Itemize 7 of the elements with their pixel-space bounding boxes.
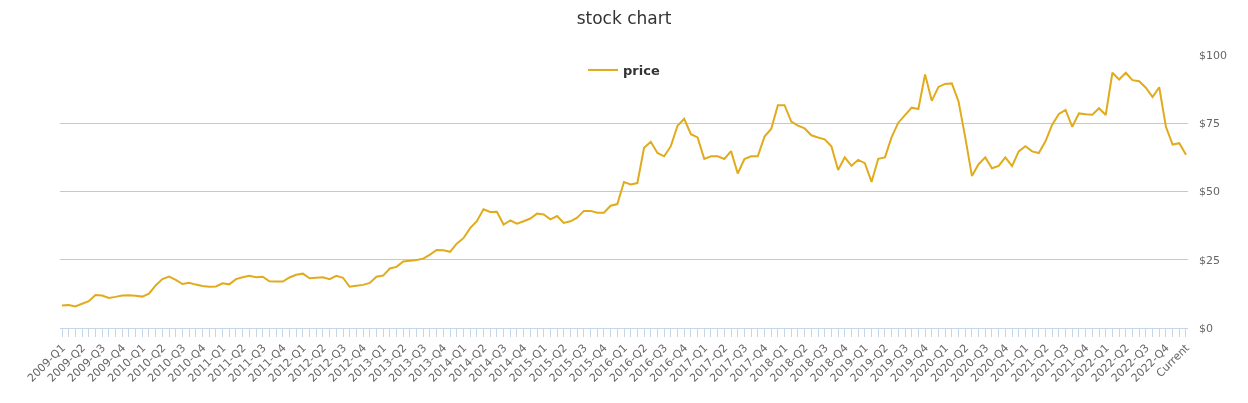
chart-title: stock chart: [576, 7, 672, 28]
y-tick-label: $100: [1199, 48, 1227, 62]
y-tick-label: $25: [1199, 253, 1220, 267]
legend-label: price: [623, 63, 660, 79]
y-tick-label: $0: [1199, 321, 1213, 335]
y-tick-label: $50: [1199, 185, 1220, 199]
y-tick-label: $75: [1199, 117, 1220, 131]
